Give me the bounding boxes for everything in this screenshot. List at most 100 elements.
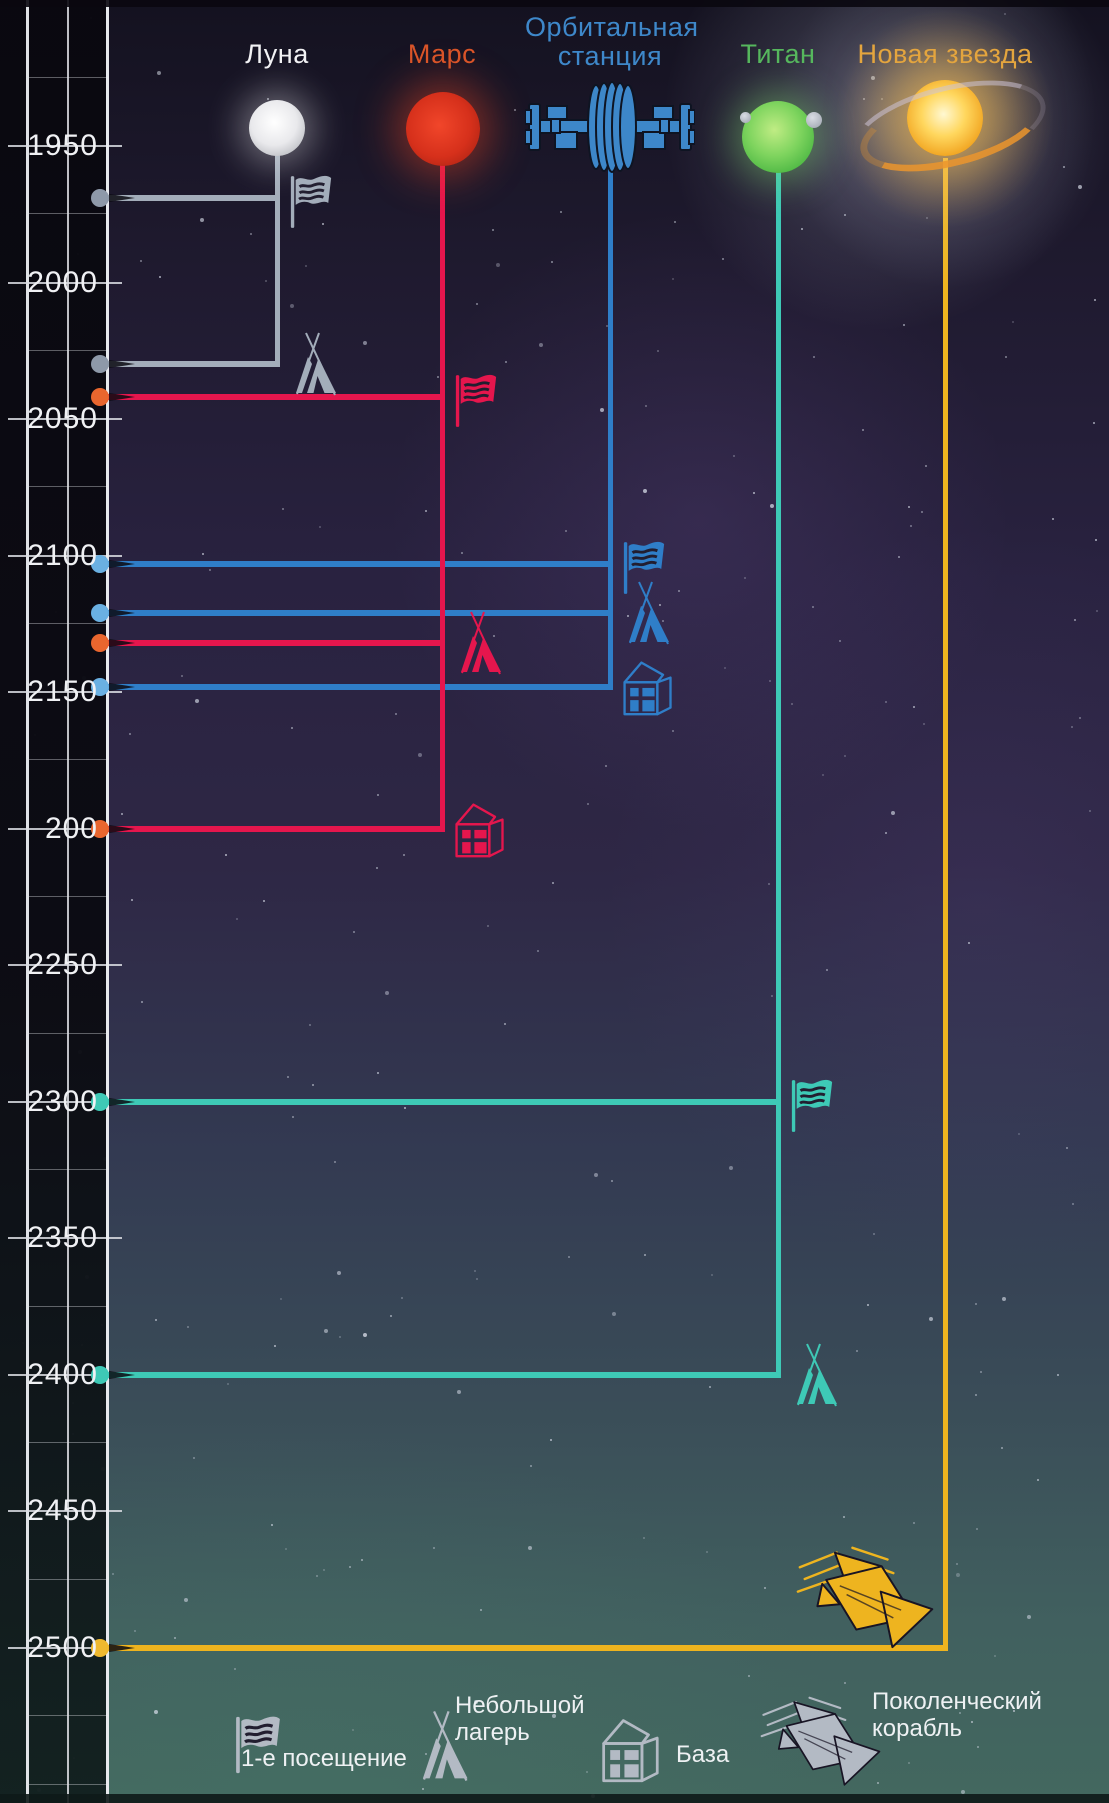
event-line — [102, 610, 613, 616]
star — [130, 899, 133, 902]
star — [432, 1547, 435, 1550]
star — [866, 1303, 869, 1306]
star — [722, 258, 725, 261]
axis-line-outer — [26, 0, 29, 1803]
axis-tick — [26, 1715, 108, 1716]
star — [844, 755, 847, 757]
star — [337, 1270, 342, 1275]
event-dot — [91, 555, 109, 573]
star — [271, 1524, 274, 1527]
star — [1037, 1478, 1040, 1481]
star — [504, 1022, 507, 1025]
star — [425, 509, 428, 512]
star — [724, 667, 727, 670]
star — [1062, 165, 1065, 168]
column-stem — [439, 164, 445, 832]
star — [351, 1729, 354, 1732]
star — [496, 263, 501, 268]
axis-year-label: 2050 — [27, 402, 98, 435]
star — [1005, 355, 1008, 358]
star — [316, 1574, 319, 1577]
column-stem — [775, 170, 781, 1378]
titan-small-moon-right — [806, 112, 822, 128]
star — [925, 464, 928, 467]
first-visit-icon — [453, 372, 499, 430]
star — [333, 1161, 336, 1164]
moon-planet — [249, 100, 305, 156]
star — [839, 639, 842, 642]
star — [460, 552, 463, 555]
star — [290, 726, 293, 729]
event-line-notch — [109, 825, 135, 833]
star — [706, 1550, 709, 1553]
column-label-star: Новая звезда — [857, 39, 1033, 69]
star — [728, 1166, 733, 1171]
star — [974, 1303, 977, 1306]
axis-tick — [8, 964, 122, 966]
star — [284, 1547, 287, 1550]
event-line — [102, 361, 280, 367]
small-camp-icon — [789, 1343, 841, 1407]
star — [338, 1335, 341, 1338]
star — [884, 832, 887, 835]
star — [437, 376, 440, 379]
star — [319, 526, 322, 529]
star — [843, 1682, 846, 1685]
star — [174, 1636, 177, 1639]
star — [159, 276, 162, 279]
base-icon — [596, 1712, 666, 1786]
star — [971, 1720, 974, 1723]
star — [1078, 717, 1081, 720]
new-star-planet — [907, 80, 983, 156]
star — [549, 1438, 552, 1441]
star — [352, 930, 355, 933]
star — [826, 969, 829, 972]
star — [492, 228, 495, 231]
event-line-notch — [109, 393, 135, 401]
axis-tick — [8, 1647, 122, 1649]
star — [928, 1316, 933, 1321]
star — [375, 867, 378, 870]
star — [480, 1608, 483, 1611]
star — [476, 1278, 479, 1281]
star — [587, 803, 590, 806]
axis-tick — [26, 350, 108, 351]
axis-year-label: 2300 — [27, 1085, 98, 1118]
star — [913, 706, 916, 709]
star — [403, 1106, 406, 1109]
event-line-notch — [109, 1098, 135, 1106]
star — [861, 428, 864, 431]
mars-planet — [406, 92, 480, 166]
star — [662, 619, 665, 622]
star — [770, 995, 773, 998]
column-label-mars: Марс — [407, 39, 477, 69]
star — [376, 1072, 379, 1075]
base-icon — [450, 797, 510, 861]
star — [926, 217, 929, 220]
star — [400, 1296, 403, 1299]
axis-year-label: 2350 — [27, 1221, 98, 1254]
star — [961, 1790, 966, 1795]
star — [274, 1345, 277, 1348]
axis-tick — [26, 1169, 108, 1170]
star — [235, 917, 238, 920]
axis-line-main — [106, 0, 109, 1803]
star — [286, 1076, 289, 1079]
star — [1026, 1614, 1031, 1619]
event-dot — [91, 820, 109, 838]
star — [1089, 809, 1092, 812]
axis-tick — [8, 1237, 122, 1239]
star — [586, 1771, 589, 1774]
star — [708, 1385, 711, 1388]
star — [187, 1326, 190, 1329]
star — [876, 1782, 879, 1784]
event-line-notch — [109, 639, 135, 647]
star — [225, 853, 227, 856]
star — [290, 303, 295, 308]
star — [501, 1702, 504, 1705]
